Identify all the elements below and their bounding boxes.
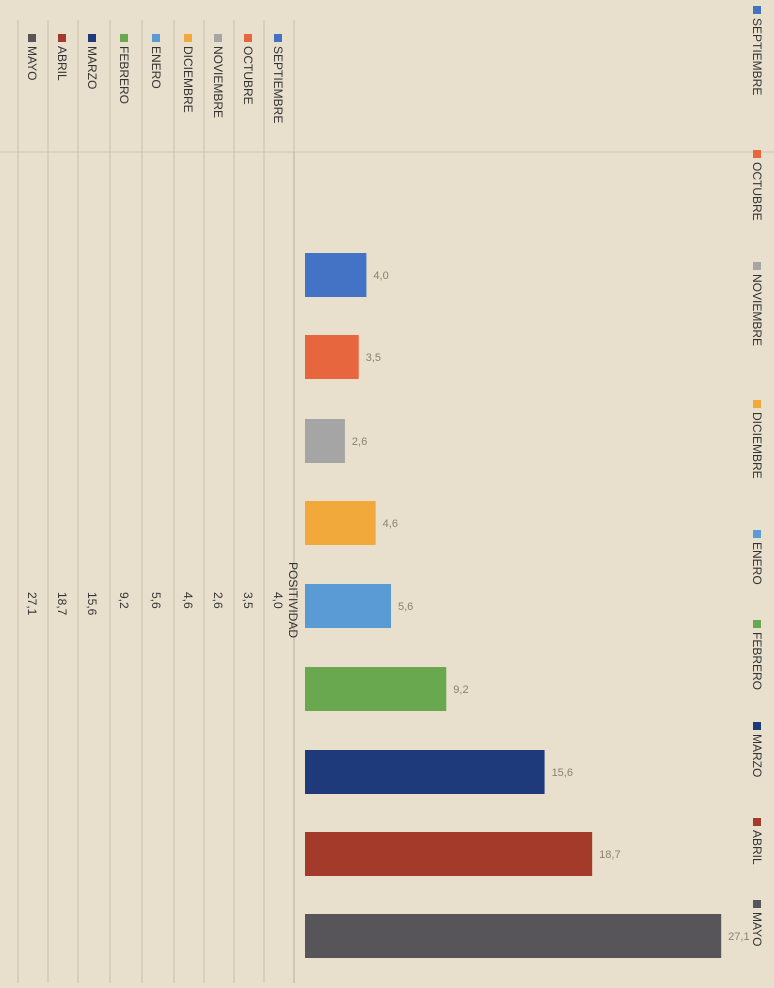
legend-swatch — [753, 818, 761, 826]
legend-item-diciembre: DICIEMBRE — [750, 400, 764, 479]
legend-item-mayo: MAYO — [750, 900, 764, 946]
table-row-marker — [184, 34, 192, 42]
table-row-value: 9,2 — [117, 592, 131, 609]
bar-octubre — [305, 335, 359, 379]
bar-marzo — [305, 750, 545, 794]
bar-value-label-mayo: 27,1 — [728, 931, 749, 943]
table-row-marker — [58, 34, 66, 42]
table-row-marker — [274, 34, 282, 42]
table-row: ENERO 5,6 — [149, 34, 163, 609]
table-row-value: 4,0 — [271, 592, 285, 609]
legend-item-noviembre: NOVIEMBRE — [750, 262, 764, 346]
bar-enero — [305, 584, 391, 628]
legend-label: ENERO — [750, 542, 764, 585]
legend-swatch — [753, 620, 761, 628]
legend-swatch — [753, 150, 761, 158]
table-row-label: MARZO — [85, 46, 99, 89]
bar-febrero — [305, 667, 447, 711]
bar-value-label-diciembre: 4,6 — [383, 518, 398, 530]
table-row-marker — [88, 34, 96, 42]
table-row-marker — [214, 34, 222, 42]
bar-abril — [305, 832, 593, 876]
bar-value-labels: 4,0 3,5 2,6 4,6 5,6 9,2 15,6 18,7 27,1 — [352, 270, 750, 943]
legend-swatch — [753, 900, 761, 908]
data-table: SEPTIEMBRE 4,0 OCTUBRE 3,5 NOVIEMBRE 2,6 DICIE… — [25, 34, 285, 616]
bar-value-label-septiembre: 4,0 — [373, 270, 388, 282]
table-row-value: 2,6 — [211, 592, 225, 609]
table-row-marker — [120, 34, 128, 42]
bar-value-label-noviembre: 2,6 — [352, 436, 367, 448]
legend-label: MAYO — [750, 912, 764, 946]
legend-swatch — [753, 400, 761, 408]
legend-swatch — [753, 262, 761, 270]
table-row: ABRIL 18,7 — [55, 34, 69, 616]
legend-swatch — [753, 6, 761, 14]
table-row: SEPTIEMBRE 4,0 — [271, 34, 285, 609]
legend-label: OCTUBRE — [750, 162, 764, 221]
bar-mayo — [305, 914, 722, 958]
bar-value-label-octubre: 3,5 — [366, 352, 381, 364]
legend-item-octubre: OCTUBRE — [750, 150, 764, 221]
table-row: MAYO 27,1 — [25, 34, 39, 616]
legend-label: MARZO — [750, 734, 764, 777]
legend-item-marzo: MARZO — [750, 722, 764, 777]
bar-noviembre — [305, 419, 345, 463]
table-row: MARZO 15,6 — [85, 34, 99, 616]
table-row-label: OCTUBRE — [241, 46, 255, 105]
legend-swatch — [753, 530, 761, 538]
table-row-label: DICIEMBRE — [181, 46, 195, 113]
table-row: NOVIEMBRE 2,6 — [211, 34, 225, 609]
bar-value-label-marzo: 15,6 — [552, 767, 573, 779]
legend-label: DICIEMBRE — [750, 412, 764, 479]
bar-septiembre — [305, 253, 367, 297]
legend-item-abril: ABRIL — [750, 818, 764, 865]
table-row-value: 3,5 — [241, 592, 255, 609]
table-grid-lines — [0, 20, 774, 983]
legend-swatch — [753, 722, 761, 730]
table-row-label: ENERO — [149, 46, 163, 89]
table-row-value: 15,6 — [85, 592, 99, 616]
bar-value-label-febrero: 9,2 — [453, 684, 468, 696]
table-row-value: 4,6 — [181, 592, 195, 609]
table-row: FEBRERO 9,2 — [117, 34, 131, 609]
table-row: OCTUBRE 3,5 — [241, 34, 255, 609]
table-row-label: NOVIEMBRE — [211, 46, 225, 118]
legend-item-septiembre: SEPTIEMBRE — [750, 6, 764, 95]
bar-value-label-abril: 18,7 — [599, 849, 620, 861]
table-row-value: 5,6 — [149, 592, 163, 609]
bar-diciembre — [305, 501, 376, 545]
table-row-label: MAYO — [25, 46, 39, 80]
table-header-positividad: POSITIVIDAD — [286, 562, 300, 638]
table-row-value: 27,1 — [25, 592, 39, 616]
table-row-marker — [152, 34, 160, 42]
legend-item-febrero: FEBRERO — [750, 620, 764, 690]
table-row: DICIEMBRE 4,6 — [181, 34, 195, 609]
table-row-marker — [244, 34, 252, 42]
legend-label: FEBRERO — [750, 632, 764, 690]
bar-value-label-enero: 5,6 — [398, 601, 413, 613]
table-row-label: ABRIL — [55, 46, 69, 81]
legend-item-enero: ENERO — [750, 530, 764, 585]
table-row-marker — [28, 34, 36, 42]
legend-label: ABRIL — [750, 830, 764, 865]
bar-series — [305, 253, 722, 958]
table-row-value: 18,7 — [55, 592, 69, 616]
legend-label: NOVIEMBRE — [750, 274, 764, 346]
table-row-label: SEPTIEMBRE — [271, 46, 285, 123]
legend: SEPTIEMBRE OCTUBRE NOVIEMBRE DICIEMBRE ENERO… — [750, 6, 764, 946]
table-row-label: FEBRERO — [117, 46, 131, 104]
legend-label: SEPTIEMBRE — [750, 18, 764, 95]
